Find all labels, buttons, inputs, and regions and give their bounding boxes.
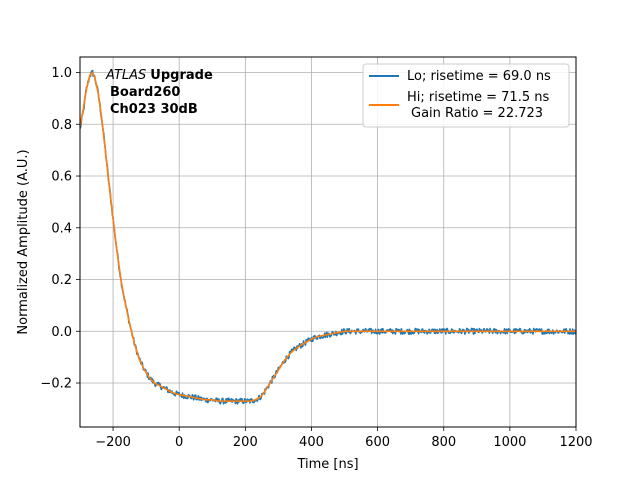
x-axis-ticks: −200 0 200 400 600 800 1000 1200 <box>95 427 593 450</box>
x-tick-label: −200 <box>95 435 131 450</box>
y-tick-label: 0.8 <box>51 118 72 133</box>
y-tick-label: 0.6 <box>51 170 72 185</box>
x-tick-label: 600 <box>365 435 390 450</box>
y-tick-label: 0.2 <box>51 273 72 288</box>
y-tick-label: −0.2 <box>40 377 72 392</box>
x-tick-label: 400 <box>299 435 324 450</box>
legend-label-hi: Hi; risetime = 71.5 ns Gain Ratio = 22.72… <box>407 90 549 121</box>
x-tick-label: 0 <box>175 435 183 450</box>
series-line-hi <box>79 71 576 402</box>
y-tick-label: 0.0 <box>51 325 72 340</box>
x-tick-label: 800 <box>431 435 456 450</box>
y-axis-label: Normalized Amplitude (A.U.) <box>16 149 31 334</box>
atlas-annotation: ATLAS Upgrade Board260 Ch023 30dB <box>105 68 213 117</box>
y-axis-ticks: −0.2 0.0 0.2 0.4 0.6 0.8 1.0 <box>40 66 80 392</box>
x-tick-label: 1200 <box>559 435 592 450</box>
y-tick-label: 0.4 <box>51 221 72 236</box>
plot-frame <box>79 56 577 428</box>
channel-label: Ch023 30dB <box>110 102 198 117</box>
series-layer <box>79 69 577 405</box>
x-tick-label: 200 <box>233 435 258 450</box>
legend: Lo; risetime = 69.0 ns Hi; risetime = 71… <box>362 63 570 128</box>
legend-box <box>362 63 570 128</box>
atlas-label: ATLAS Upgrade <box>105 68 213 83</box>
legend-label-lo: Lo; risetime = 69.0 ns <box>407 69 551 84</box>
y-tick-label: 1.0 <box>51 66 72 81</box>
board-label: Board260 <box>110 85 180 100</box>
x-axis-label: Time [ns] <box>296 457 358 472</box>
x-tick-label: 1000 <box>493 435 526 450</box>
